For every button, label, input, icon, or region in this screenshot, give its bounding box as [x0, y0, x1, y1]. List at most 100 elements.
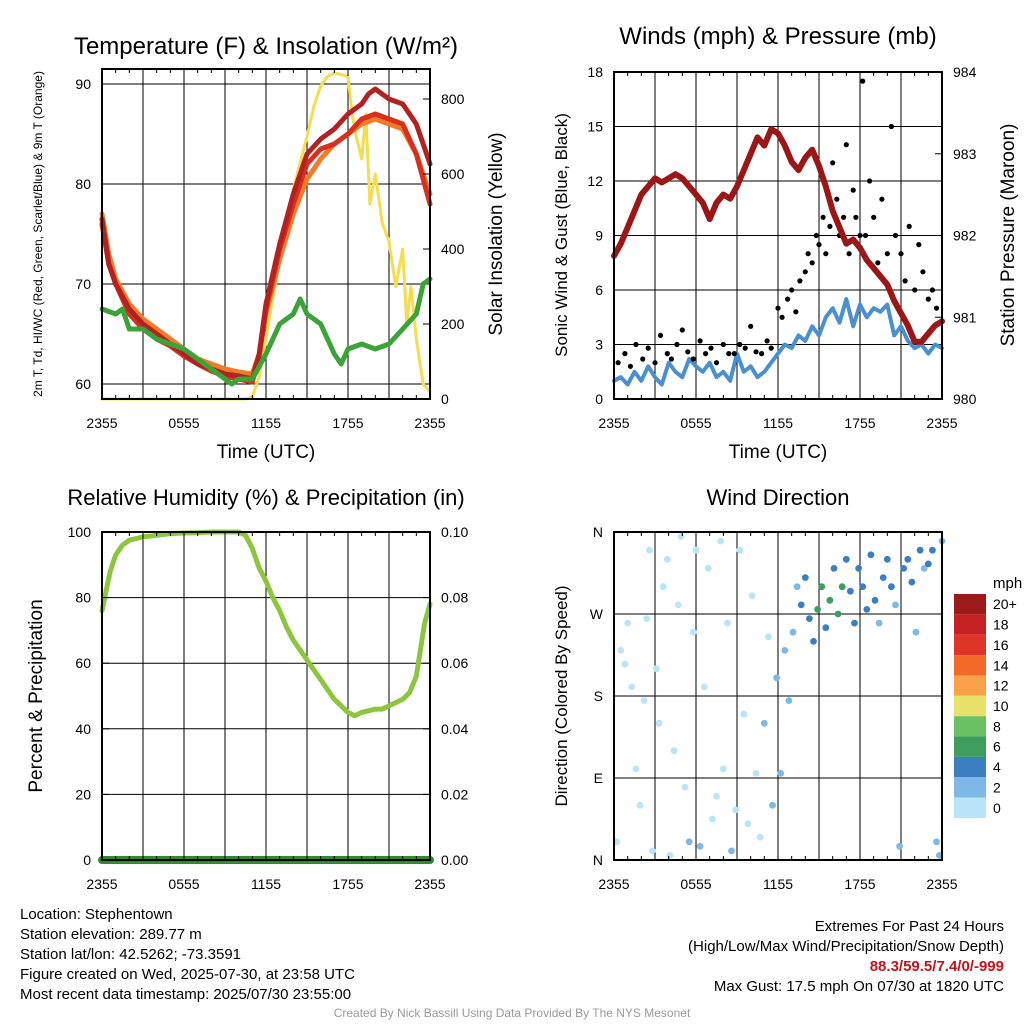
wind-gust-point — [846, 251, 852, 257]
wind-gust-point — [737, 341, 743, 348]
max-gust: Max Gust: 17.5 mph On 07/30 at 1820 UTC — [713, 978, 1004, 995]
wind-gust-point — [674, 341, 680, 348]
colorbar-label: 20+ — [993, 596, 1017, 612]
colorbar-label: 14 — [993, 657, 1009, 673]
wdir-point — [636, 801, 644, 809]
wind-gust-point — [809, 260, 815, 266]
wind-gust-point — [640, 356, 646, 362]
colorbar-label: 12 — [993, 678, 1009, 694]
wind-gust-point — [929, 287, 936, 293]
wind-ylabel: Sonic Wind & Gust (Blue, Black) — [552, 113, 571, 357]
wind-gust-point — [933, 305, 940, 311]
extremes-values: 88.3/59.5/7.4/0/-999 — [869, 958, 1004, 975]
rh-y2-ticks: 0.00 0.02 0.04 0.06 0.08 0.10 — [423, 524, 468, 868]
wdir-xtick-label: 1155 — [763, 876, 793, 892]
wdir-point — [670, 747, 678, 755]
temp-ytick-label: 800 — [441, 91, 465, 107]
wind-gust-point — [764, 338, 770, 344]
wind-gust-point — [906, 223, 912, 229]
temp-xlabel: Time (UTC) — [217, 442, 316, 463]
panel-humidity: Relative Humidity (%) & Precipitation (i… — [26, 485, 468, 892]
temp-xtick-label: 1755 — [332, 415, 363, 431]
wdir-point — [696, 842, 704, 850]
wind-gust-point — [785, 296, 791, 302]
rh-ytick-label: 80 — [75, 590, 91, 606]
wdir-point — [834, 610, 842, 618]
temp-ytick-label: 60 — [75, 376, 91, 392]
wind-gust-point — [759, 351, 765, 357]
wdir-point — [653, 665, 660, 673]
panel-temperature: Temperature (F) & Insolation (W/m²) 60 70… — [31, 33, 507, 463]
wdir-point — [838, 583, 846, 591]
temp-title: Temperature (F) & Insolation (W/m²) — [74, 33, 458, 60]
colorbar-title: mph — [993, 575, 1022, 592]
rh-ytick-label: 0.02 — [441, 786, 468, 802]
wdir-point — [935, 852, 943, 859]
wdir-point — [724, 619, 731, 627]
wdir-point — [713, 792, 720, 800]
wdir-ytick-label: E — [594, 770, 603, 786]
colorbar-label: 10 — [993, 698, 1009, 714]
wdir-point — [900, 565, 908, 572]
temp-series-dewpoint — [99, 276, 433, 387]
wind-x-ticks: 2355 0555 1155 1755 2355 — [598, 72, 958, 431]
wind-gust-point — [857, 232, 863, 239]
wdir-point — [717, 537, 724, 545]
temp-ytick-label: 400 — [441, 241, 465, 257]
wdir-point — [924, 560, 932, 568]
wind-gust-point — [652, 360, 658, 366]
wind-xtick-label: 0555 — [680, 415, 711, 431]
wdir-xtick-label: 0555 — [680, 876, 711, 892]
wdir-point — [646, 546, 653, 554]
wdir-point — [709, 815, 716, 823]
wind-gust-point — [892, 232, 899, 239]
wind-ytick-label: 982 — [953, 228, 977, 244]
wdir-point — [855, 565, 862, 572]
temp-ytick-label: 0 — [441, 391, 449, 407]
wdir-point — [621, 660, 629, 668]
wind-xtick-label: 2355 — [926, 415, 957, 431]
rh-xtick-label: 2355 — [414, 876, 445, 892]
wind-gust-point — [805, 251, 811, 257]
wdir-point — [769, 801, 776, 809]
wind-series — [611, 78, 945, 387]
rh-ytick-label: 0 — [83, 852, 91, 868]
wdir-point — [777, 770, 785, 777]
temp-x-ticks: 2355 0555 1155 1755 2355 — [86, 69, 446, 431]
wdir-point — [781, 647, 789, 654]
wind-ytick-label: 983 — [953, 146, 977, 162]
wind-ytick-label: 6 — [595, 282, 603, 298]
wdir-point — [744, 820, 752, 827]
wind-grid — [614, 71, 942, 400]
wdir-point — [674, 601, 682, 609]
colorbar-label: 16 — [993, 637, 1009, 653]
wind-gust-point — [668, 356, 675, 362]
wdir-point — [908, 578, 916, 586]
wdir-point — [752, 770, 760, 777]
wind-gust-point — [802, 269, 808, 275]
wind-gust-point — [690, 356, 696, 362]
wdir-point — [916, 546, 924, 554]
temp-ytick-label: 200 — [441, 316, 465, 332]
temp-xtick-label: 2355 — [86, 415, 117, 431]
colorbar-swatch — [954, 614, 986, 635]
wdir-point — [681, 783, 689, 791]
wind-gust-point — [657, 332, 664, 338]
station-info: Location: Stephentown Station elevation:… — [20, 905, 355, 1005]
wind-gust-point — [816, 242, 822, 248]
wind-gust-point — [768, 345, 774, 351]
wdir-point — [920, 565, 928, 572]
wind-gust-point — [731, 351, 737, 357]
wdir-point — [773, 674, 780, 682]
wdir-xtick-label: 1755 — [844, 876, 875, 892]
wind-gust-point — [622, 351, 628, 357]
colorbar-swatch — [954, 716, 986, 737]
colorbar-label: 8 — [993, 718, 1001, 734]
station-elevation: Station elevation: 289.77 m — [20, 926, 202, 943]
wdir-title: Wind Direction — [706, 485, 849, 510]
wdir-points — [613, 533, 946, 859]
wind-xtick-label: 2355 — [598, 415, 629, 431]
wind-gust-point — [685, 349, 691, 355]
wdir-point — [666, 852, 674, 859]
